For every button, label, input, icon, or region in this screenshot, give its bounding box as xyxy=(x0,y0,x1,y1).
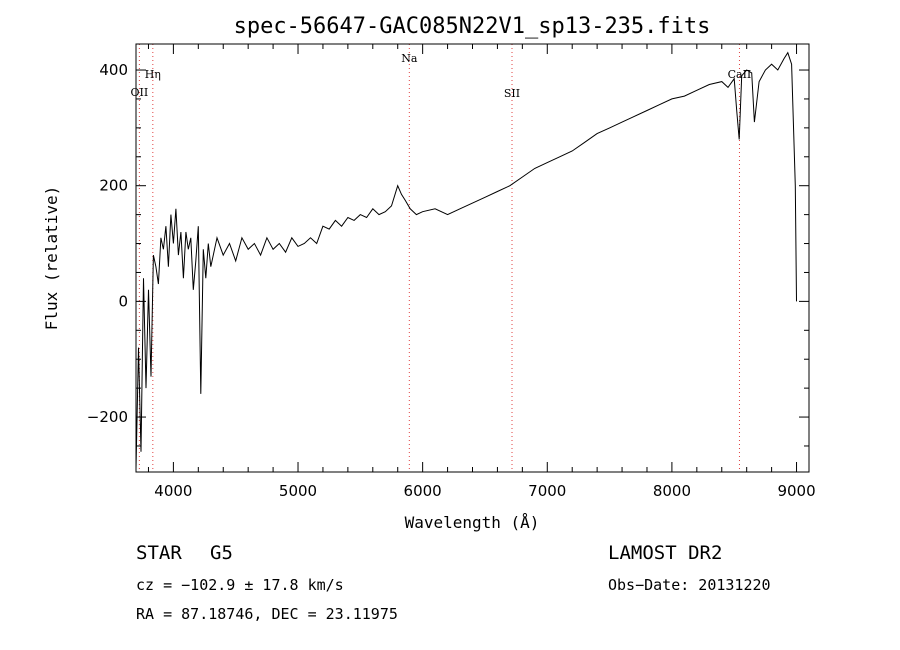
y-tick-label: 400 xyxy=(99,61,128,79)
x-tick-label: 6000 xyxy=(404,482,442,500)
spectral-line-label: SII xyxy=(504,87,520,100)
x-tick-label: 5000 xyxy=(279,482,317,500)
axis-ticks: 4000 5000 6000 7000 8000 9000 −200 0 200 400 xyxy=(87,44,816,500)
spectral-line-label: Hη xyxy=(145,68,161,81)
spectrum-series xyxy=(135,51,797,470)
x-axis-label: Wavelength (Å) xyxy=(405,513,540,532)
y-tick-label: 200 xyxy=(99,177,128,195)
spectral-line-label: OII xyxy=(131,86,149,99)
y-tick-label: 0 xyxy=(118,292,128,310)
x-tick-label: 4000 xyxy=(154,482,192,500)
observation-date: Obs−Date: 20131220 xyxy=(608,576,771,594)
y-axis-label: Flux (relative) xyxy=(42,186,61,331)
coordinates: RA = 87.18746, DEC = 23.11975 xyxy=(136,605,398,623)
object-class: STAR xyxy=(136,542,182,564)
spectral-line-label: Na xyxy=(401,52,418,65)
survey-name: LAMOST DR2 xyxy=(608,542,722,564)
spectral-line-markers: OII Hη Na SII CaII xyxy=(131,44,752,472)
x-tick-label: 8000 xyxy=(653,482,691,500)
x-tick-label: 9000 xyxy=(777,482,815,500)
spectral-line-label: CaII xyxy=(728,68,752,81)
x-tick-label: 7000 xyxy=(528,482,566,500)
object-subclass: G5 xyxy=(210,542,233,564)
chart-title: spec-56647-GAC085N22V1_sp13-235.fits xyxy=(234,14,711,39)
redshift-cz: cz = −102.9 ± 17.8 km/s xyxy=(136,576,344,594)
spectrum-line xyxy=(135,51,797,470)
y-tick-label: −200 xyxy=(87,408,128,426)
